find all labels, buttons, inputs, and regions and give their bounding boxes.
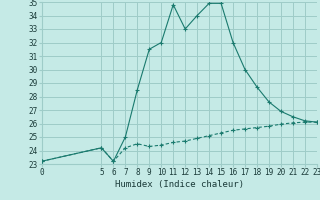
X-axis label: Humidex (Indice chaleur): Humidex (Indice chaleur) — [115, 180, 244, 189]
